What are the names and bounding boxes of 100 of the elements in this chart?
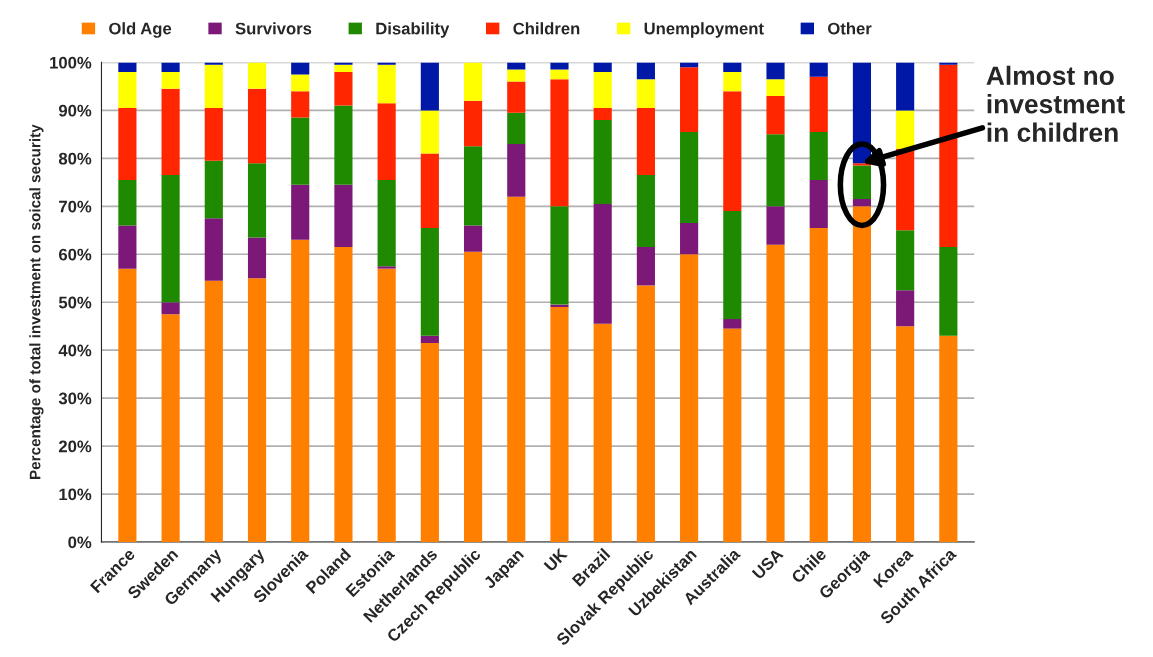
bar	[896, 326, 915, 543]
bar	[247, 88, 267, 164]
y-tick-label: 90%	[58, 104, 92, 117]
bar	[463, 62, 483, 101]
bar	[852, 199, 872, 207]
bar	[723, 319, 742, 329]
bar	[247, 163, 267, 238]
bar	[636, 79, 655, 108]
bar	[463, 146, 483, 226]
y-tick-label: 10%	[59, 488, 92, 501]
y-tick-label: 70%	[59, 200, 92, 213]
bar	[680, 131, 699, 224]
y-tick-label: 80%	[58, 152, 92, 165]
bar	[723, 72, 742, 92]
bar	[680, 223, 699, 255]
bar	[161, 72, 180, 89]
bar	[118, 62, 137, 73]
bar	[118, 268, 137, 543]
bar	[334, 247, 353, 543]
bar	[463, 225, 483, 252]
bar	[204, 160, 223, 219]
bar	[377, 268, 396, 543]
y-tick-label: 60%	[58, 248, 92, 261]
bar	[723, 211, 742, 320]
bar	[896, 290, 915, 327]
bar	[766, 134, 785, 207]
y-axis-title: Percentage of total investment on soical security	[29, 124, 44, 480]
bar	[809, 62, 828, 77]
y-tick-label: 20%	[58, 440, 92, 453]
bar	[852, 165, 872, 200]
bar	[636, 62, 655, 80]
bar	[161, 175, 180, 303]
bar	[550, 307, 569, 543]
legend-label: Survivors	[235, 22, 312, 35]
bar	[896, 230, 915, 291]
bar	[420, 342, 439, 543]
bar	[291, 184, 310, 240]
bar	[463, 100, 483, 147]
legend-label: Disability	[376, 22, 450, 38]
bar	[636, 175, 655, 248]
bar	[550, 79, 569, 207]
y-tick-label: 50%	[58, 296, 92, 309]
bar	[939, 335, 958, 543]
bar	[161, 88, 180, 176]
bar	[766, 95, 785, 135]
bar	[809, 131, 828, 180]
bar	[204, 107, 223, 161]
bar	[334, 105, 353, 185]
bar	[507, 81, 526, 113]
legend-label: Other	[828, 22, 872, 35]
bar	[636, 247, 655, 286]
bar	[118, 107, 137, 180]
bar	[161, 314, 180, 543]
bar	[809, 179, 828, 228]
bar	[550, 62, 569, 70]
bar	[420, 227, 439, 336]
bar	[118, 179, 137, 226]
bar	[896, 148, 915, 231]
bar	[507, 196, 526, 543]
bar	[204, 64, 223, 108]
bar	[377, 64, 396, 104]
bar	[593, 323, 612, 543]
bar	[766, 79, 785, 96]
bar	[247, 62, 267, 89]
bar	[204, 280, 223, 543]
bar	[896, 62, 915, 111]
bar	[680, 67, 699, 132]
y-tick-label: 40%	[58, 344, 92, 357]
y-tick-label: 100%	[50, 56, 92, 69]
bar	[334, 72, 353, 106]
bar	[291, 74, 310, 92]
bar	[291, 117, 310, 185]
bar	[377, 266, 396, 269]
bar	[507, 62, 526, 70]
bar	[377, 103, 396, 180]
bar	[593, 119, 612, 204]
bar	[161, 302, 180, 315]
legend-label: Unemployment	[644, 22, 764, 38]
bar	[593, 62, 612, 73]
bar	[377, 179, 396, 267]
bar	[291, 239, 310, 543]
bar	[291, 91, 310, 118]
bar	[766, 206, 785, 245]
bar	[896, 110, 915, 149]
bar	[334, 184, 353, 248]
bar	[204, 218, 223, 281]
bar	[636, 107, 655, 176]
bar	[809, 76, 828, 132]
bar	[550, 69, 569, 80]
bar	[939, 64, 958, 248]
bar	[593, 107, 612, 120]
legend-label: Old Age	[109, 22, 172, 38]
bar	[420, 335, 439, 343]
bar	[118, 72, 137, 108]
bar	[247, 237, 267, 279]
bar	[939, 247, 958, 336]
y-tick-label: 0%	[68, 536, 92, 549]
bar	[723, 91, 742, 212]
bar	[723, 328, 742, 543]
bar	[291, 62, 310, 75]
